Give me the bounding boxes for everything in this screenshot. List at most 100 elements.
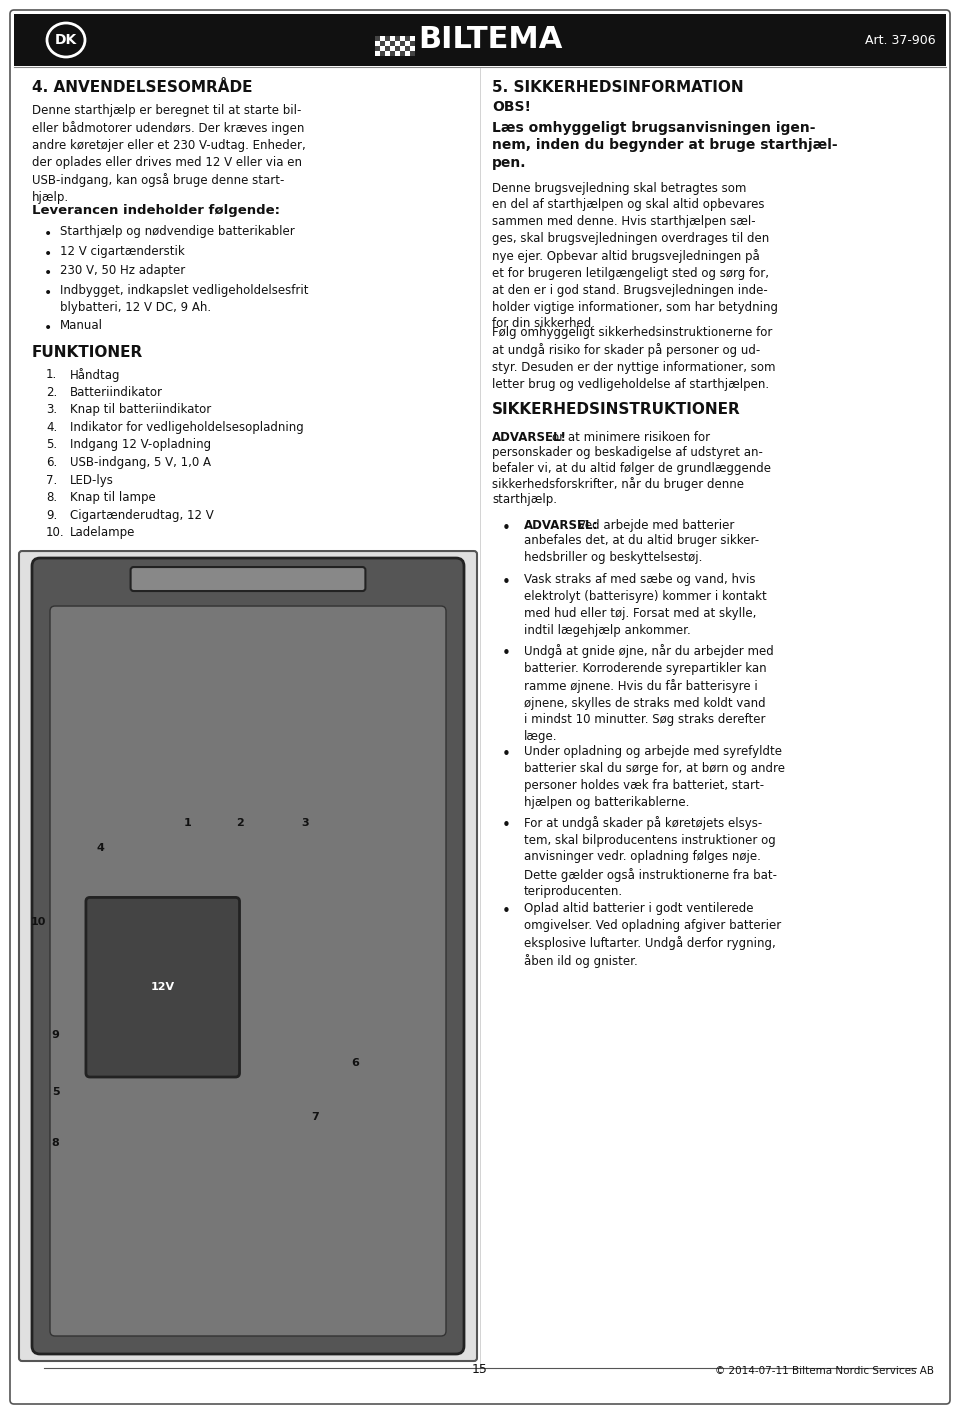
Text: •: •	[44, 321, 52, 335]
Text: 4. ANVENDELSESOMRÅDE: 4. ANVENDELSESOMRÅDE	[32, 81, 252, 95]
Bar	[385, 41, 390, 47]
Bar	[14, 14, 946, 66]
Bar	[380, 35, 385, 41]
Text: Undgå at gnide øjne, når du arbejder med
batterier. Korroderende syrepartikler k: Undgå at gnide øjne, når du arbejder med…	[524, 643, 774, 744]
Bar	[375, 35, 380, 41]
Text: •: •	[502, 904, 511, 919]
Text: Vask straks af med sæbe og vand, hvis
elektrolyt (batterisyre) kommer i kontakt
: Vask straks af med sæbe og vand, hvis el…	[524, 574, 767, 636]
Bar	[410, 47, 415, 51]
FancyBboxPatch shape	[131, 567, 366, 591]
Ellipse shape	[47, 23, 85, 57]
Text: 4: 4	[97, 843, 105, 854]
Text: 8.: 8.	[46, 491, 58, 505]
Text: Indbygget, indkapslet vedligeholdelsesfrit
blybatteri, 12 V DC, 9 Ah.: Indbygget, indkapslet vedligeholdelsesfr…	[60, 284, 308, 314]
Text: 1: 1	[183, 817, 191, 829]
Text: •: •	[502, 817, 511, 833]
Text: 9.: 9.	[46, 509, 58, 522]
Text: Indgang 12 V-opladning: Indgang 12 V-opladning	[70, 438, 211, 451]
Text: ADVARSEL!: ADVARSEL!	[492, 431, 566, 444]
Text: FUNKTIONER: FUNKTIONER	[32, 345, 143, 359]
FancyBboxPatch shape	[10, 10, 950, 1404]
FancyBboxPatch shape	[32, 559, 464, 1355]
Bar	[400, 35, 405, 41]
Text: 12 V cigartænderstik: 12 V cigartænderstik	[60, 245, 184, 257]
Text: Indikator for vedligeholdelsesopladning: Indikator for vedligeholdelsesopladning	[70, 421, 303, 434]
Bar	[385, 47, 390, 51]
FancyBboxPatch shape	[19, 551, 477, 1362]
Text: Denne brugsvejledning skal betragtes som
en del af starthjælpen og skal altid op: Denne brugsvejledning skal betragtes som…	[492, 181, 778, 331]
Text: •: •	[44, 286, 52, 300]
Text: Leverancen indeholder følgende:: Leverancen indeholder følgende:	[32, 204, 280, 216]
Bar	[395, 51, 400, 57]
Text: 10: 10	[31, 916, 46, 928]
Text: starthjælp.: starthjælp.	[492, 493, 557, 506]
Text: befaler vi, at du altid følger de grundlæggende: befaler vi, at du altid følger de grundl…	[492, 462, 771, 475]
Text: Manual: Manual	[60, 320, 103, 332]
Text: Knap til lampe: Knap til lampe	[70, 491, 156, 505]
Text: BILTEMA: BILTEMA	[418, 25, 563, 55]
Bar	[410, 35, 415, 41]
Text: Knap til batteriindikator: Knap til batteriindikator	[70, 403, 211, 416]
Text: Ladelampe: Ladelampe	[70, 526, 135, 539]
Text: 7: 7	[311, 1111, 319, 1123]
Text: •: •	[502, 748, 511, 762]
Bar	[395, 35, 400, 41]
Text: 15: 15	[472, 1363, 488, 1376]
Text: 2.: 2.	[46, 386, 58, 399]
Text: 12V: 12V	[151, 983, 175, 993]
Bar	[395, 41, 400, 47]
Bar	[390, 35, 395, 41]
Text: Ved arbejde med batterier: Ved arbejde med batterier	[574, 519, 734, 532]
Bar	[405, 41, 410, 47]
Text: ADVARSEL:: ADVARSEL:	[524, 519, 598, 532]
Text: 230 V, 50 Hz adapter: 230 V, 50 Hz adapter	[60, 264, 185, 277]
Text: 7.: 7.	[46, 474, 58, 486]
Text: 5. SIKKERHEDSINFORMATION: 5. SIKKERHEDSINFORMATION	[492, 81, 744, 95]
Bar	[395, 47, 400, 51]
Text: 5.: 5.	[46, 438, 58, 451]
FancyBboxPatch shape	[86, 898, 239, 1077]
Text: 6: 6	[351, 1058, 359, 1069]
Text: •: •	[502, 575, 511, 591]
Text: 2: 2	[236, 817, 244, 829]
Text: Følg omhyggeligt sikkerhedsinstruktionerne for
at undgå risiko for skader på per: Følg omhyggeligt sikkerhedsinstruktioner…	[492, 327, 776, 390]
Bar	[380, 47, 385, 51]
Bar	[405, 35, 410, 41]
Text: Oplad altid batterier i godt ventilerede
omgivelser. Ved opladning afgiver batte: Oplad altid batterier i godt ventilerede…	[524, 902, 781, 969]
Text: 3.: 3.	[46, 403, 58, 416]
FancyBboxPatch shape	[50, 607, 446, 1336]
Text: Starthjælp og nødvendige batterikabler: Starthjælp og nødvendige batterikabler	[60, 225, 295, 238]
Text: © 2014-07-11 Biltema Nordic Services AB: © 2014-07-11 Biltema Nordic Services AB	[715, 1366, 934, 1376]
Bar	[375, 47, 380, 51]
Text: SIKKERHEDSINSTRUKTIONER: SIKKERHEDSINSTRUKTIONER	[492, 403, 741, 417]
Bar	[390, 47, 395, 51]
Text: 3: 3	[301, 817, 309, 829]
Bar	[375, 51, 380, 57]
Text: For at undgå skader på køretøjets elsys-
tem, skal bilproducentens instruktioner: For at undgå skader på køretøjets elsys-…	[524, 816, 777, 898]
Bar	[400, 51, 405, 57]
Text: For at minimere risikoen for: For at minimere risikoen for	[542, 431, 710, 444]
Text: 6.: 6.	[46, 457, 58, 469]
Text: DK: DK	[55, 33, 77, 47]
Text: USB-indgang, 5 V, 1,0 A: USB-indgang, 5 V, 1,0 A	[70, 457, 211, 469]
Text: •: •	[502, 520, 511, 536]
Bar	[375, 41, 380, 47]
Text: 1.: 1.	[46, 368, 58, 380]
Text: anbefales det, at du altid bruger sikker-
hedsbriller og beskyttelsestøj.: anbefales det, at du altid bruger sikker…	[524, 534, 759, 564]
Bar	[390, 51, 395, 57]
Text: OBS!: OBS!	[492, 100, 531, 115]
Bar	[380, 41, 385, 47]
Text: Denne starthjælp er beregnet til at starte bil-
eller bådmotorer udendørs. Der k: Denne starthjælp er beregnet til at star…	[32, 105, 305, 204]
Bar	[385, 35, 390, 41]
Text: •: •	[44, 228, 52, 242]
Bar	[400, 41, 405, 47]
Text: Læs omhyggeligt brugsanvisningen igen-
nem, inden du begynder at bruge starthjæl: Læs omhyggeligt brugsanvisningen igen- n…	[492, 120, 838, 170]
Bar	[410, 41, 415, 47]
Text: 4.: 4.	[46, 421, 58, 434]
Text: sikkerhedsforskrifter, når du bruger denne: sikkerhedsforskrifter, når du bruger den…	[492, 478, 744, 492]
Text: personskader og beskadigelse af udstyret an-: personskader og beskadigelse af udstyret…	[492, 447, 763, 460]
Text: •: •	[44, 247, 52, 260]
Text: Håndtag: Håndtag	[70, 368, 121, 382]
Text: Batteriindikator: Batteriindikator	[70, 386, 163, 399]
Text: 5: 5	[52, 1086, 60, 1097]
